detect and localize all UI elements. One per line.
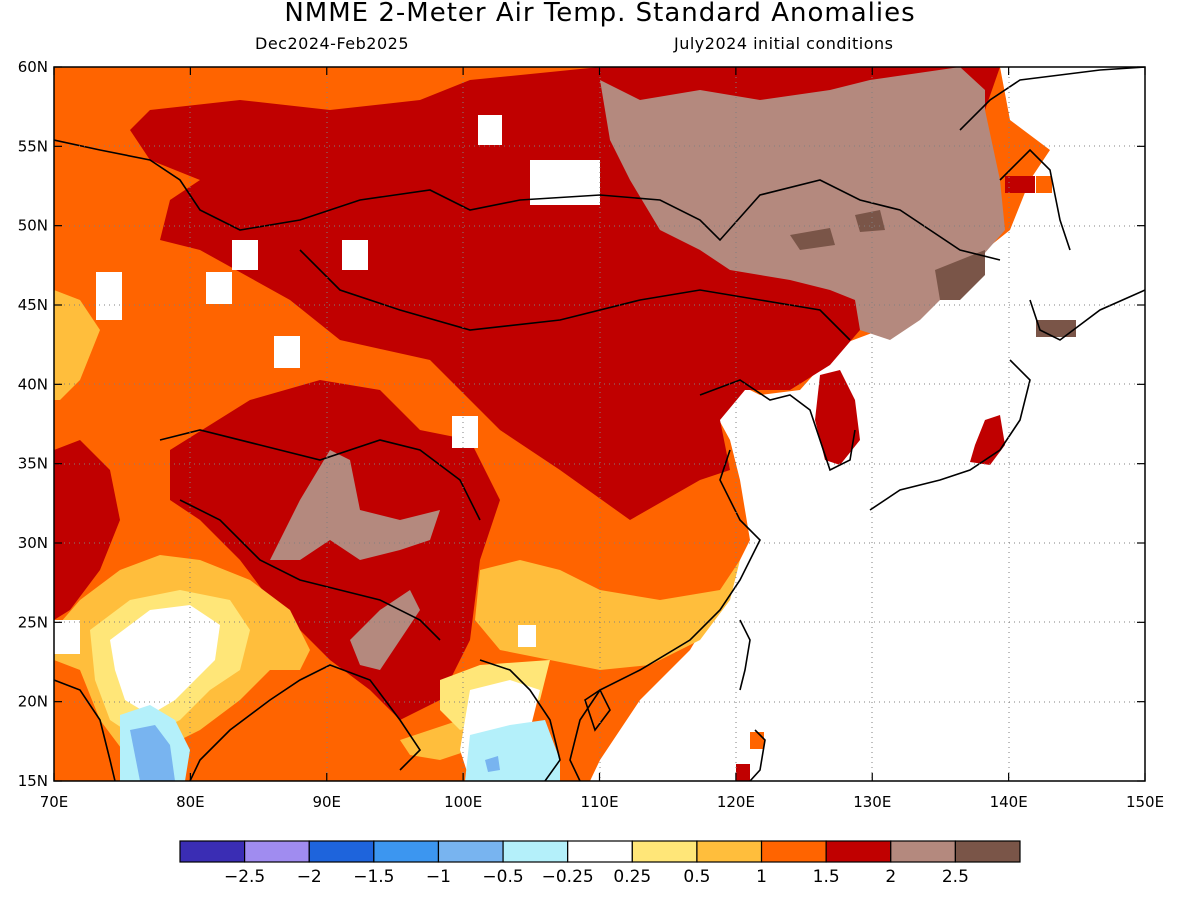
lon-tick-label: 140E	[990, 793, 1028, 811]
longitude-labels: 70E 80E 90E 100E 110E 120E 130E 140E 150E	[40, 793, 1164, 811]
colorbar-swatch	[954, 840, 1021, 863]
anomaly-region-1.5-2-korea	[815, 370, 860, 465]
lat-tick-label: 25N	[18, 613, 48, 631]
colorbar-label: 1.5	[813, 867, 840, 887]
anomaly-region-1.5-2-tibet	[170, 380, 500, 720]
initial-conditions: July2024 initial conditions	[674, 34, 894, 53]
anomaly-cell-taiwan	[736, 764, 750, 781]
axis-ticks	[53, 66, 1146, 782]
colorbar-swatch	[567, 840, 633, 863]
colorbar-labels: −2.5 −2 −1.5 −1 −0.5 −0.25 0.25 0.5 1 1.5 2 2.5	[224, 867, 969, 887]
lon-tick-label: 110E	[580, 793, 618, 811]
mask-cell	[206, 272, 232, 304]
colorbar-label: 1	[756, 867, 767, 887]
lat-tick-label: 30N	[18, 534, 48, 552]
anomaly-region-0.5-1-indochina	[400, 720, 470, 760]
gridlines	[54, 67, 1145, 781]
mask-cell	[96, 272, 122, 320]
mask-cell	[478, 115, 502, 145]
map-title: NMME 2-Meter Air Temp. Standard Anomalie…	[284, 0, 916, 28]
anomaly-field	[54, 67, 1145, 781]
colorbar-label: 0.25	[613, 867, 651, 887]
anomaly-region-0.5-1-south-china	[475, 560, 740, 670]
colorbar-swatch	[244, 840, 310, 863]
colorbar	[179, 840, 1021, 863]
mask-cell	[54, 620, 80, 654]
mask-cell	[518, 625, 536, 647]
mask-cell	[274, 336, 300, 368]
anomaly-region-neg-0.5-indochina	[485, 756, 500, 772]
anomaly-region-2-2.5-tibet	[270, 450, 440, 560]
colorbar-label: −0.25	[542, 867, 594, 887]
colorbar-label: −0.5	[482, 867, 523, 887]
colorbar-label: −1	[426, 867, 451, 887]
lon-tick-label: 130E	[853, 793, 891, 811]
anomaly-cell-sakhalin-red	[1005, 176, 1035, 193]
no-anomaly-region-east	[590, 67, 1145, 781]
mask-cell	[232, 240, 258, 270]
lat-tick-label: 15N	[18, 772, 48, 790]
lat-tick-label: 55N	[18, 137, 48, 155]
colorbar-swatch	[179, 840, 246, 863]
anomaly-cell-sakhalin	[1036, 176, 1052, 193]
mask-cell	[452, 416, 478, 448]
lon-tick-label: 120E	[717, 793, 755, 811]
lat-tick-label: 40N	[18, 375, 48, 393]
no-anomaly-region-india	[110, 605, 220, 715]
lat-tick-label: 20N	[18, 693, 48, 711]
colorbar-label: 2	[885, 867, 896, 887]
colorbar-label: −2.5	[224, 867, 265, 887]
anomaly-region-neg-0.5-india	[130, 725, 175, 781]
colorbar-swatch	[890, 840, 956, 863]
lon-tick-label: 150E	[1126, 793, 1164, 811]
lat-tick-label: 45N	[18, 296, 48, 314]
colorbar-swatch	[437, 840, 504, 863]
lat-tick-label: 50N	[18, 217, 48, 235]
colorbar-swatch	[825, 840, 892, 863]
anomaly-region-over-2.5-d	[1036, 320, 1076, 337]
colorbar-swatch	[502, 840, 569, 863]
lat-tick-label: 35N	[18, 455, 48, 473]
mask-cell	[342, 240, 368, 270]
lon-tick-label: 80E	[176, 793, 205, 811]
anomaly-region-2-2.5-northeast	[600, 67, 1005, 340]
colorbar-swatch	[760, 840, 827, 863]
lon-tick-label: 100E	[444, 793, 482, 811]
colorbar-swatch	[631, 840, 698, 863]
anomaly-region-2-2.5-myanmar	[350, 590, 420, 670]
anomaly-region-over-2.5-a	[790, 228, 835, 250]
anomaly-region-0.5-1-west	[54, 290, 100, 400]
colorbar-swatch	[373, 840, 440, 863]
anomaly-region-1.5-2-west	[54, 440, 120, 620]
lon-tick-label: 70E	[40, 793, 69, 811]
forecast-period: Dec2024-Feb2025	[255, 34, 409, 53]
colorbar-swatch	[308, 840, 375, 863]
colorbar-label: 0.5	[683, 867, 710, 887]
anomaly-region-over-2.5-c	[935, 250, 985, 300]
anomaly-region-over-2.5-b	[855, 210, 885, 232]
colorbar-label: 2.5	[942, 867, 969, 887]
lon-tick-label: 90E	[312, 793, 341, 811]
colorbar-swatch	[696, 840, 763, 863]
colorbar-label: −2	[297, 867, 322, 887]
latitude-labels: 15N 20N 25N 30N 35N 40N 45N 50N 55N 60N	[18, 58, 48, 790]
lat-tick-label: 60N	[18, 58, 48, 76]
anomaly-cell-philippines	[750, 732, 764, 749]
colorbar-label: −1.5	[353, 867, 394, 887]
